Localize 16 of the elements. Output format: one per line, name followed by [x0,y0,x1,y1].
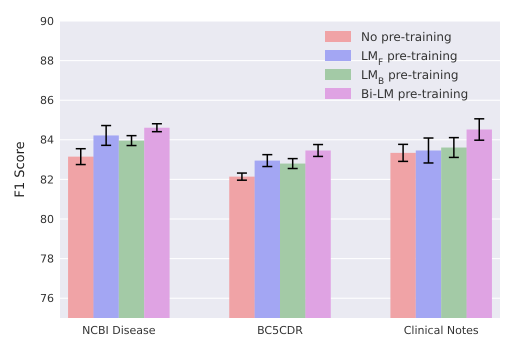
y-tick-label: 76 [40,292,54,306]
legend-label: No pre-training [361,30,452,44]
legend-label: LM$_{F}$ pre-training [361,49,458,68]
legend-label: Bi-LM pre-training [361,87,468,101]
y-tick-label: 80 [40,212,54,226]
y-axis-title: F1 Score [13,141,28,198]
y-tick-label: 88 [40,54,54,68]
x-tick-label: BC5CDR [257,324,304,337]
y-tick-label: 82 [40,173,54,186]
legend-label: LM$_{B}$ pre-training [361,68,459,87]
x-tick-label: NCBI Disease [82,324,156,337]
y-tick-label: 78 [40,252,54,266]
x-tick-label: Clinical Notes [404,324,479,337]
y-tick-label: 90 [40,14,54,28]
y-tick-label: 86 [40,94,54,108]
y-tick-label: 84 [40,134,54,147]
